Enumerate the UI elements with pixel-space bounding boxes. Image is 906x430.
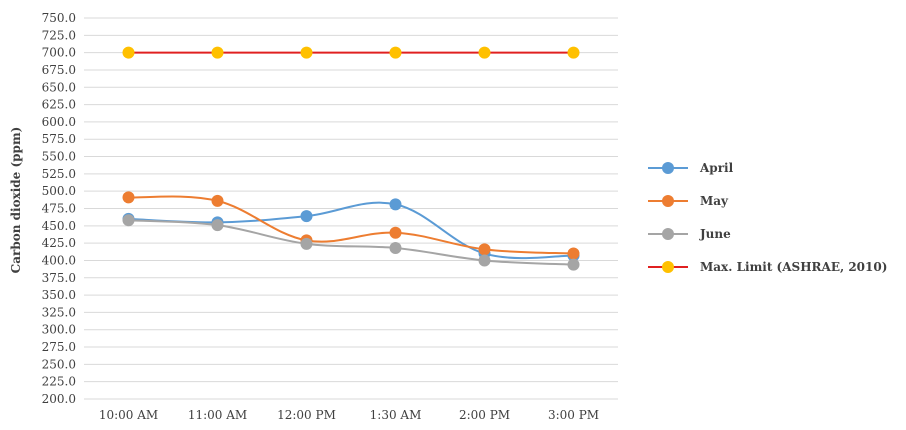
y-tick-label: 200.0 [42, 392, 76, 406]
data-point [211, 194, 224, 207]
y-tick-label: 350.0 [42, 288, 76, 302]
series-line [128, 219, 574, 266]
data-point [122, 214, 135, 227]
legend-label: April [699, 161, 734, 175]
legend-marker [662, 195, 674, 207]
y-tick-label: 600.0 [42, 115, 76, 129]
data-point [478, 243, 491, 256]
y-tick-label: 275.0 [42, 340, 76, 354]
y-tick-label: 725.0 [42, 28, 76, 42]
data-point [567, 247, 580, 260]
y-tick-label: 550.0 [42, 150, 76, 164]
y-tick-label: 325.0 [42, 305, 76, 319]
data-point [211, 46, 224, 59]
y-tick-label: 525.0 [42, 167, 76, 181]
y-tick-label: 250.0 [42, 357, 76, 371]
x-tick-label: 12:00 PM [277, 408, 336, 422]
series-line [128, 195, 574, 255]
y-tick-label: 300.0 [42, 323, 76, 337]
data-point [478, 46, 491, 59]
data-point [122, 46, 135, 59]
x-axis-ticks: 10:00 AM 11:00 AM 12:00 PM 1:30 AM 2:00 PM 3:… [99, 408, 599, 422]
y-tick-label: 475.0 [42, 202, 76, 216]
y-tick-label: 700.0 [42, 46, 76, 60]
data-point [567, 258, 580, 271]
data-point [211, 219, 224, 232]
y-tick-label: 450.0 [42, 219, 76, 233]
data-point [389, 241, 402, 254]
data-point [300, 237, 313, 250]
legend-marker [662, 162, 674, 174]
series [122, 46, 580, 271]
x-tick-label: 1:30 AM [370, 408, 422, 422]
y-tick-label: 575.0 [42, 132, 76, 146]
x-tick-label: 3:00 PM [548, 408, 599, 422]
y-axis-ticks: 200.0 225.0 250.0 275.0 300.0 325.0 350.0 375.0… [42, 11, 76, 406]
y-tick-label: 425.0 [42, 236, 76, 250]
y-tick-label: 225.0 [42, 375, 76, 389]
x-tick-label: 10:00 AM [99, 408, 158, 422]
data-point [567, 46, 580, 59]
legend-label: Max. Limit (ASHRAE, 2010) [700, 260, 887, 274]
legend-marker [662, 261, 674, 273]
y-tick-label: 675.0 [42, 63, 76, 77]
legend-label: June [699, 227, 731, 241]
data-point [478, 254, 491, 267]
gridlines [84, 17, 618, 400]
data-point [300, 210, 313, 223]
legend-marker [662, 228, 674, 240]
data-point [122, 191, 135, 204]
series-line [128, 201, 574, 260]
data-point [389, 226, 402, 239]
y-tick-label: 375.0 [42, 271, 76, 285]
y-tick-label: 650.0 [42, 80, 76, 94]
data-point [389, 46, 402, 59]
x-tick-label: 2:00 PM [459, 408, 510, 422]
y-tick-label: 400.0 [42, 253, 76, 267]
x-tick-label: 11:00 AM [188, 408, 247, 422]
data-point [389, 198, 402, 211]
y-tick-label: 750.0 [42, 11, 76, 25]
legend: April May June Max. Limit (ASHRAE, 2010) [648, 161, 887, 274]
y-tick-label: 625.0 [42, 98, 76, 112]
legend-label: May [700, 194, 729, 208]
y-axis-title: Carbon dioxide (ppm) [9, 127, 23, 274]
data-point [300, 46, 313, 59]
y-tick-label: 500.0 [42, 184, 76, 198]
